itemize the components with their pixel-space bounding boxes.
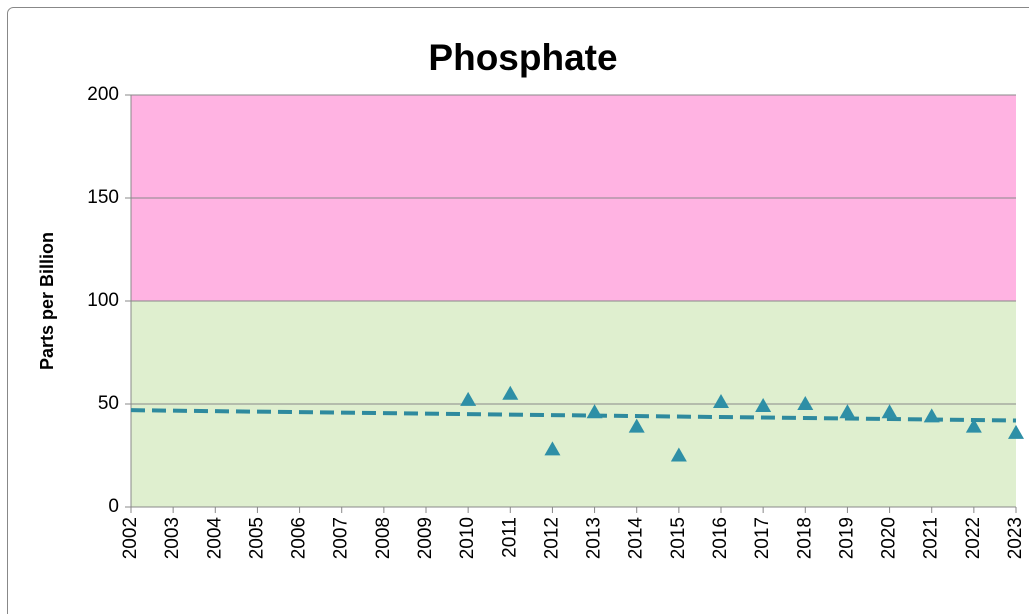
x-tick-label: 2002 [120,517,141,559]
x-tick-label: 2014 [626,517,647,560]
data-point [881,404,898,419]
y-tick-label: 50 [98,393,119,414]
data-point [544,441,561,456]
data-point [923,408,940,423]
x-tick-label: 2012 [541,517,562,559]
y-tick-label: 200 [87,84,119,105]
x-tick-label: 2023 [1005,517,1026,559]
data-point [797,396,814,410]
x-tick-label: 2003 [162,517,183,559]
data-point [965,418,982,433]
data-point [755,398,772,413]
data-point [839,404,856,419]
y-tick-label: 150 [87,187,119,208]
y-axis-label: Parts per Billion [37,232,57,370]
data-point [586,404,603,419]
x-tick-label: 2008 [373,517,394,559]
x-tick-label: 2013 [584,517,605,559]
y-tick-label: 100 [87,290,119,311]
data-point [628,418,645,433]
x-tick-label: 2016 [710,517,731,559]
data-point [713,393,729,408]
x-tick-label: 2022 [963,517,984,559]
x-tick-label: 2009 [415,517,436,559]
data-point [1008,424,1024,439]
data-point [502,385,519,400]
data-point [670,447,687,462]
x-tick-label: 2019 [836,517,857,559]
x-tick-label: 2021 [921,517,942,559]
x-tick-label: 2017 [752,517,773,559]
x-tick-label: 2006 [289,517,310,559]
x-tick-label: 2011 [499,517,520,558]
x-tick-label: 2007 [331,517,352,559]
x-tick-label: 2015 [668,517,689,559]
chart-title: Phosphate [428,37,617,78]
x-tick-label: 2020 [879,517,900,559]
x-tick-label: 2018 [794,517,815,559]
x-tick-label: 2004 [204,517,225,560]
trend-line [130,408,1017,423]
x-tick-label: 2010 [457,517,478,559]
data-point [460,391,477,406]
x-tick-label: 2005 [246,517,267,559]
y-tick-label: 0 [108,496,119,517]
